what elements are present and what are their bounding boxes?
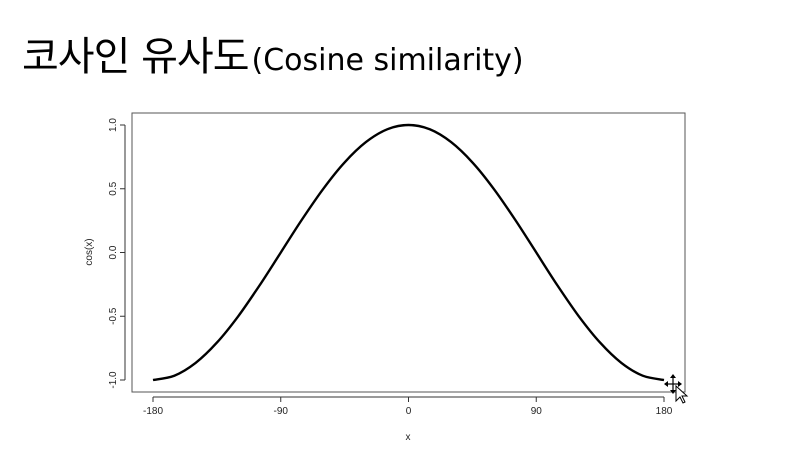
x-tick-label: 180 <box>656 406 673 417</box>
x-axis: -180 -90 0 90 180 <box>143 396 673 417</box>
x-tick-label: -180 <box>143 406 163 417</box>
plot-frame <box>131 112 686 393</box>
y-tick-label: -0.5 <box>108 307 119 325</box>
y-axis: -1.0 -0.5 0.0 0.5 1.0 <box>108 118 126 389</box>
slide-title: 코사인 유사도 (Cosine similarity) <box>22 24 524 82</box>
y-axis-label: cos(x) <box>84 238 95 265</box>
x-axis-label: x <box>406 432 411 443</box>
x-tick-label: -90 <box>274 406 289 417</box>
title-english: (Cosine similarity) <box>251 43 524 78</box>
move-cursor-icon <box>664 374 689 404</box>
title-korean: 코사인 유사도 <box>22 34 250 80</box>
cosine-curve <box>152 123 665 382</box>
x-tick-label: 90 <box>531 406 543 417</box>
y-tick-label: 0.0 <box>108 245 119 259</box>
y-tick-label: 0.5 <box>108 181 119 195</box>
y-tick-label: -1.0 <box>108 371 119 389</box>
x-tick-label: 0 <box>406 406 412 417</box>
y-tick-label: 1.0 <box>108 118 119 132</box>
